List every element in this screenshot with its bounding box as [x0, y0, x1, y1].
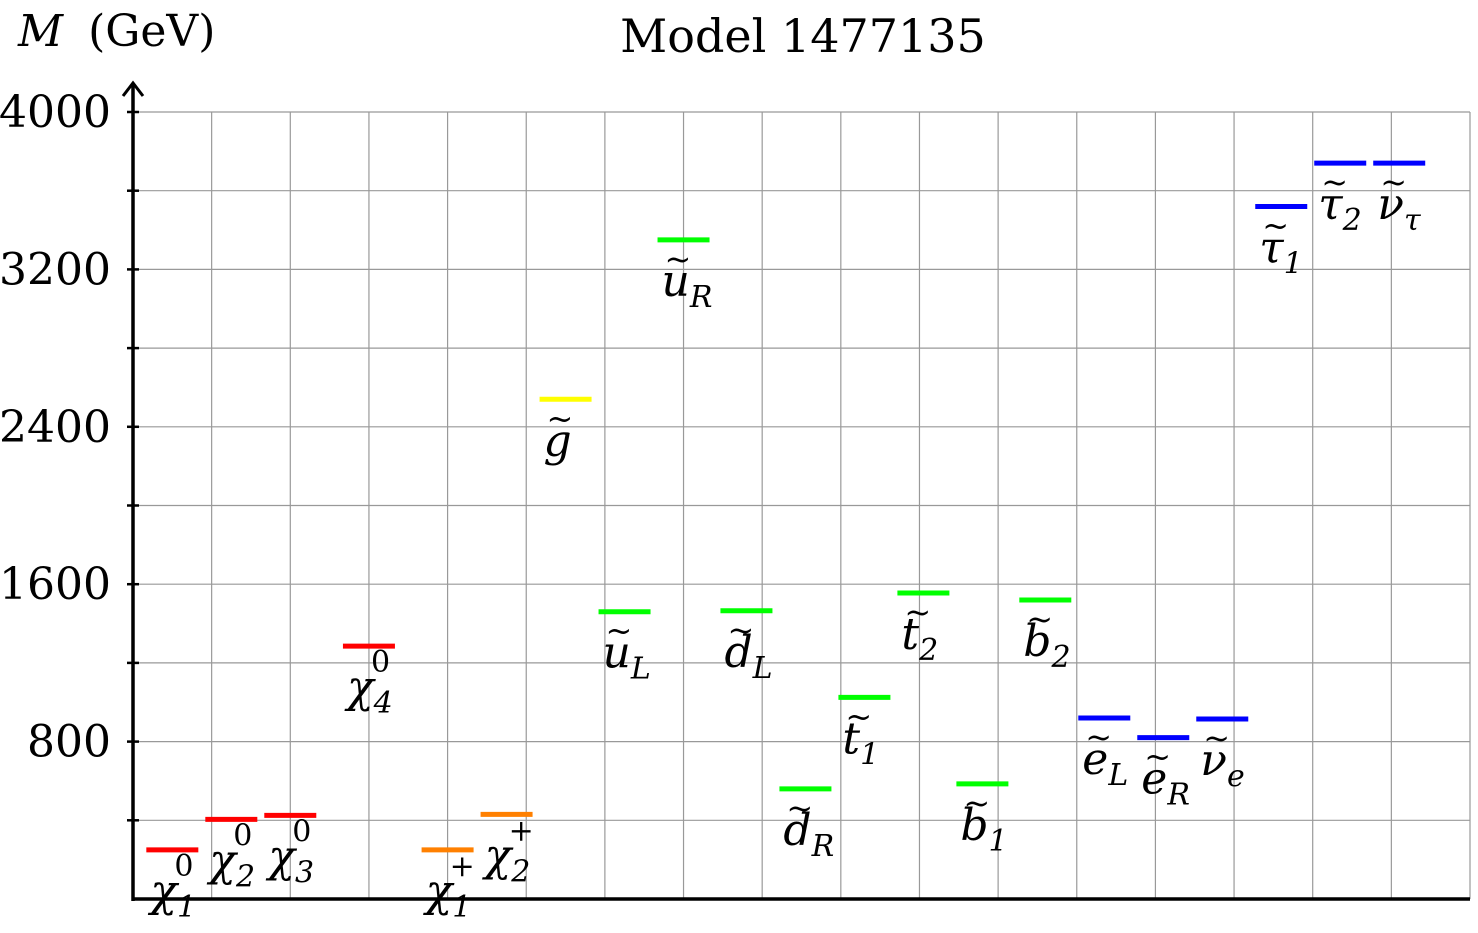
particle-label: νe~	[1200, 719, 1245, 794]
tilde-mark: ~	[606, 612, 633, 650]
particle-label: τ1~	[1259, 206, 1302, 281]
tilde-mark: ~	[665, 240, 692, 278]
particle-label: uR~	[662, 240, 713, 315]
particle-label: g~	[544, 399, 574, 466]
y-axis-label: M (GeV)	[17, 6, 215, 57]
particle-label: dR~	[783, 789, 834, 864]
particle-subscript: 3	[295, 855, 314, 890]
particle-subscript: 2	[1342, 203, 1362, 238]
particle-subscript: R	[811, 829, 835, 864]
particle-subscript: 1	[1284, 246, 1303, 281]
tilde-mark: ~	[1144, 738, 1171, 776]
y-axis-ticks: 800 1600 2400 3200 4000	[0, 87, 139, 822]
y-tick-label: 3200	[0, 244, 111, 295]
particle-label: eL~	[1082, 718, 1128, 793]
tilde-mark: ~	[1380, 163, 1407, 201]
particle-superscript: 0	[233, 818, 252, 853]
particle-superscript: 0	[371, 645, 390, 680]
particle-label: χ20	[206, 818, 255, 894]
particle-label: χ1+	[423, 849, 475, 925]
particle-symbol: uR	[662, 256, 713, 315]
mass-levels	[146, 160, 1426, 853]
y-tick-label: 2400	[0, 402, 111, 453]
particle-subscript: 1	[177, 890, 196, 925]
particle-symbol: χ2	[206, 835, 255, 894]
particle-subscript: 1	[989, 824, 1008, 859]
tilde-mark: ~	[727, 611, 754, 649]
particle-subscript: 2	[235, 859, 255, 894]
particle-label: uL~	[603, 612, 651, 687]
particle-symbol: g	[544, 415, 572, 466]
particle-subscript: 2	[1050, 640, 1070, 675]
tilde-mark: ~	[1026, 600, 1053, 638]
particle-label: χ30	[265, 814, 314, 890]
y-tick-label: 800	[27, 717, 111, 768]
particle-subscript: 1	[860, 737, 879, 772]
particle-superscript: 0	[174, 849, 193, 884]
particle-label: χ2+	[482, 813, 534, 889]
particle-label: dL~	[724, 611, 772, 686]
particle-label: b2~	[1023, 600, 1070, 675]
particle-symbol: ντ	[1377, 179, 1421, 238]
particle-label: χ40	[344, 645, 393, 721]
grid	[133, 111, 1471, 899]
particle-subscript: 1	[452, 890, 471, 925]
y-axis-unit: (GeV)	[88, 6, 215, 57]
particle-label: t2~	[901, 593, 938, 668]
y-axis-arrow	[121, 80, 145, 97]
particle-superscript: +	[509, 813, 534, 848]
particle-subscript: 4	[373, 686, 393, 721]
particle-subscript: τ	[1404, 203, 1421, 238]
particle-label: t1~	[842, 697, 879, 772]
tilde-mark: ~	[845, 697, 872, 735]
tilde-mark: ~	[547, 399, 574, 437]
tilde-mark: ~	[1085, 718, 1112, 756]
particle-label: b1~	[960, 784, 1007, 859]
particle-label: eR~	[1141, 738, 1190, 813]
particle-subscript: 2	[918, 633, 938, 668]
tilde-mark: ~	[1321, 163, 1348, 201]
particle-subscript: 2	[510, 854, 530, 889]
particle-superscript: +	[450, 849, 475, 884]
tilde-mark: ~	[1262, 206, 1289, 244]
particle-symbol: uL	[603, 628, 651, 687]
y-tick-label: 4000	[0, 87, 111, 138]
particle-label: χ10	[147, 849, 196, 925]
particle-subscript: R	[1166, 778, 1190, 813]
particle-symbol: b1	[960, 800, 1007, 859]
y-tick-label: 1600	[0, 559, 111, 610]
particle-subscript: L	[630, 652, 651, 687]
particle-subscript: L	[752, 651, 773, 686]
particle-subscript: L	[1107, 758, 1128, 793]
chart-title: Model 1477135	[620, 9, 986, 63]
particle-subscript: e	[1227, 759, 1245, 794]
particle-symbol: dR	[783, 805, 834, 864]
tilde-mark: ~	[904, 593, 931, 631]
particle-label: ντ~	[1377, 163, 1421, 238]
particle-subscript: R	[689, 280, 713, 315]
particle-label: τ2~	[1318, 163, 1361, 238]
tilde-mark: ~	[963, 784, 990, 822]
tilde-mark: ~	[1203, 719, 1230, 757]
particle-superscript: 0	[292, 814, 311, 849]
axes	[121, 80, 1470, 901]
y-axis-symbol: M	[17, 6, 64, 57]
tilde-mark: ~	[786, 789, 813, 827]
